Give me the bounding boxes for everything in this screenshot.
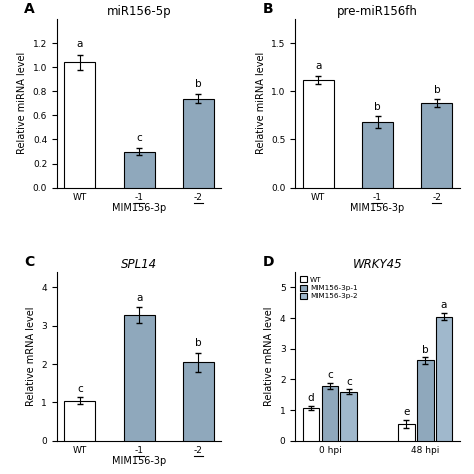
Text: C: C [24,255,34,269]
Bar [303,408,319,441]
Text: c: c [346,377,352,387]
Bar [124,315,155,441]
Text: a: a [77,39,83,49]
Text: A: A [24,2,35,16]
Bar [124,152,155,188]
Bar [322,385,338,441]
Bar [183,362,214,441]
Text: e: e [403,407,410,417]
Title: miR156-5p: miR156-5p [107,5,172,18]
Legend: WT, MIM156-3p-1, MIM156-3p-2: WT, MIM156-3p-1, MIM156-3p-2 [299,276,358,300]
Title: SPL14: SPL14 [121,258,157,271]
Bar [64,63,95,188]
Text: a: a [441,300,447,310]
Title: pre-miR156fh: pre-miR156fh [337,5,418,18]
X-axis label: MIM156-3p: MIM156-3p [112,203,166,213]
Text: b: b [422,345,428,355]
Bar [340,392,357,441]
Text: b: b [195,79,202,89]
Bar [421,103,452,188]
Bar [436,317,452,441]
Y-axis label: Relative miRNA level: Relative miRNA level [17,52,27,155]
Title: WRKY45: WRKY45 [353,258,402,271]
Bar [362,122,393,188]
Y-axis label: Relative miRNA level: Relative miRNA level [255,52,266,155]
Text: a: a [136,293,142,303]
Text: b: b [374,101,381,111]
Text: d: d [308,393,314,403]
Y-axis label: Relative mRNA level: Relative mRNA level [26,307,36,406]
Bar [183,99,214,188]
Text: c: c [327,370,333,380]
Bar [417,360,434,441]
Text: B: B [263,2,273,16]
X-axis label: MIM156-3p: MIM156-3p [112,456,166,466]
Text: D: D [263,255,274,269]
Bar [398,424,415,441]
Text: b: b [434,85,440,95]
Text: c: c [136,133,142,143]
Text: b: b [195,338,202,348]
Text: c: c [77,384,82,394]
Text: a: a [315,61,321,71]
Bar [303,80,334,188]
Y-axis label: Relative mRNA level: Relative mRNA level [264,307,274,406]
X-axis label: MIM156-3p: MIM156-3p [350,203,405,213]
Bar [64,401,95,441]
